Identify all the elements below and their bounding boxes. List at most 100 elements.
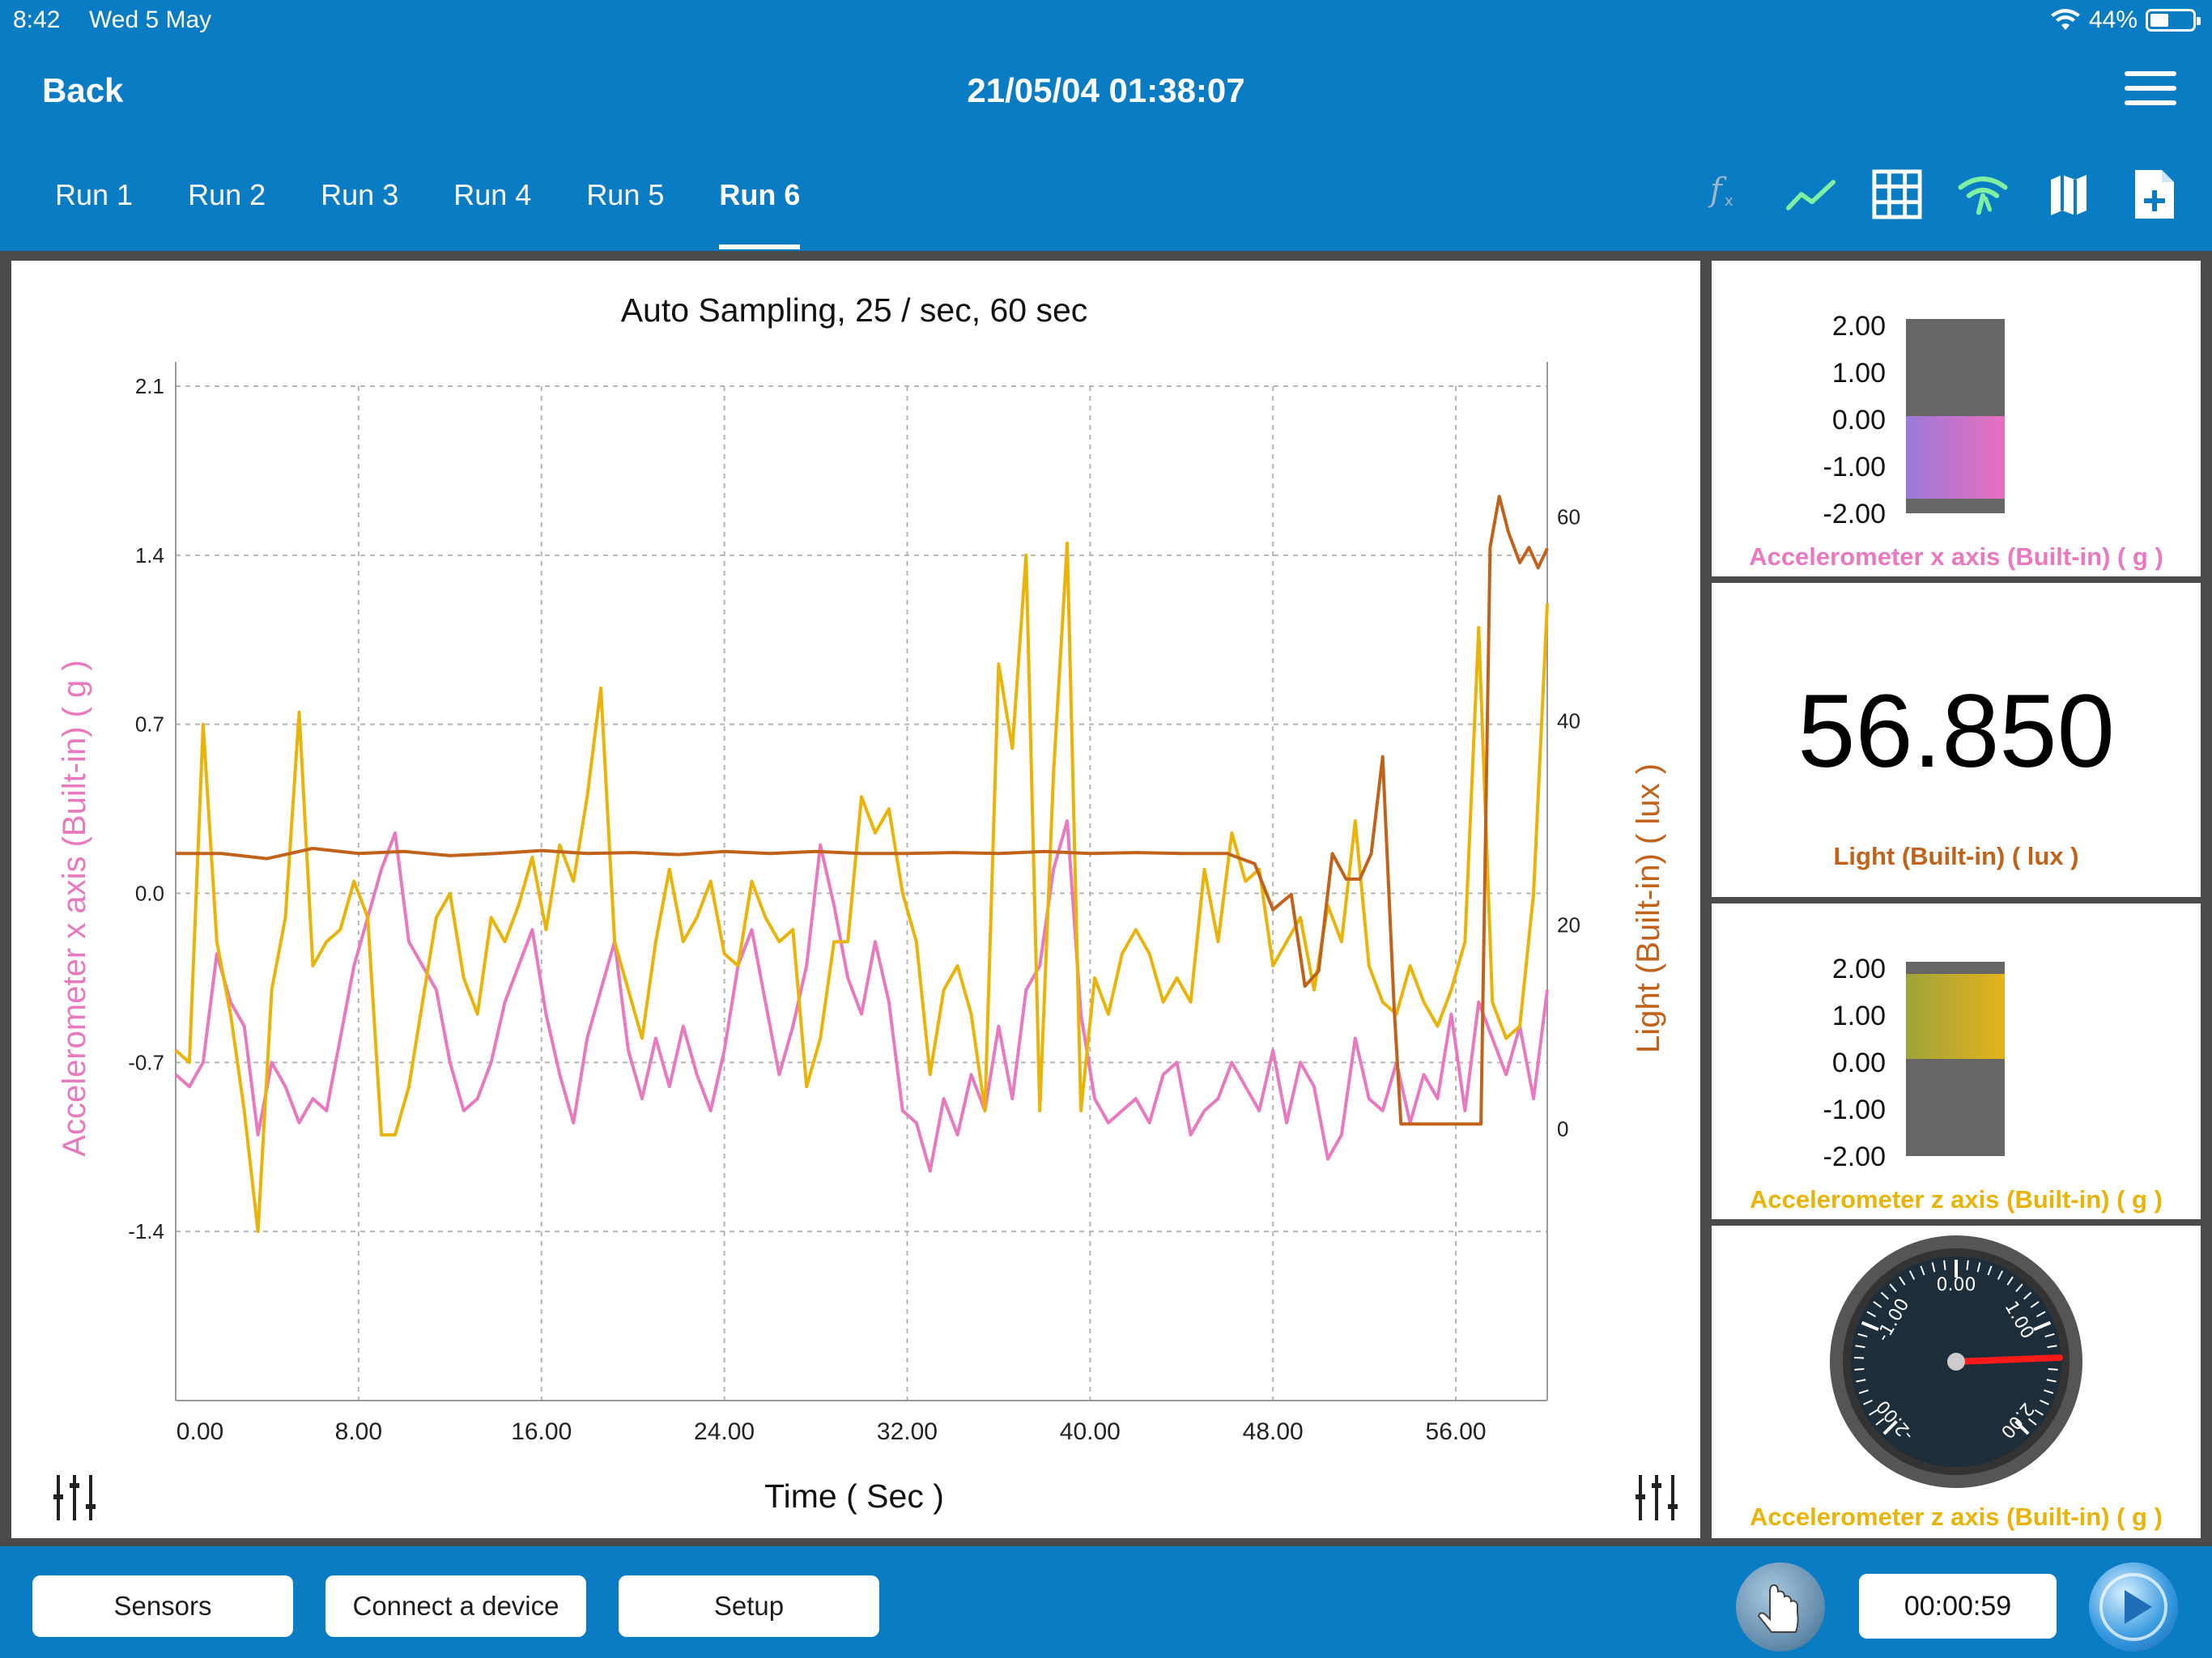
accel-z-bar-meter[interactable]: 2.00 1.00 0.00 -1.00 -2.00 Accelerometer… (1712, 903, 2201, 1219)
chart-grid (176, 385, 1547, 1401)
bar-x-tick-1: 1.00 (1832, 358, 1886, 389)
y-right-tick-label: 40 (1557, 708, 1580, 733)
connect-device-button[interactable]: Connect a device (325, 1575, 586, 1637)
x-tick-label: 16.00 (511, 1418, 572, 1445)
line-chart[interactable]: Auto Sampling, 25 / sec, 60 sec 0.00 8.00… (11, 261, 1700, 1538)
back-button[interactable]: Back (42, 71, 124, 109)
gauge-tick (2030, 1301, 2040, 1308)
elapsed-timer: 00:00:59 (1859, 1574, 2057, 1639)
bar-x-tick-4: -2.00 (1823, 499, 1887, 529)
sensors-button[interactable]: Sensors (32, 1575, 293, 1637)
chart-axes (175, 362, 1548, 1401)
gauge-tick (1873, 1301, 1882, 1308)
accel-z-gauge-graphic: 0.00 -1.00 1.00 -2.00 2.00 Accelerometer… (1750, 1235, 2163, 1531)
gauge-tick (1857, 1333, 1868, 1338)
main-area: Auto Sampling, 25 / sec, 60 sec 0.00 8.00… (0, 251, 2212, 1546)
table-grid-icon[interactable] (1872, 168, 1922, 220)
gauge-tick (1908, 1270, 1916, 1280)
x-tick-label: 56.00 (1426, 1418, 1487, 1445)
bar-x-tick-3: -1.00 (1823, 452, 1887, 483)
tab-run-3[interactable]: Run 3 (321, 178, 399, 211)
gauge-tick (2044, 1389, 2054, 1394)
tab-run-5[interactable]: Run 5 (586, 178, 665, 211)
y-right-tick-label: 20 (1557, 913, 1580, 937)
gauge-tick (1856, 1379, 1866, 1383)
line-graph-icon[interactable] (1786, 168, 1836, 220)
manual-sample-button[interactable] (1736, 1562, 1825, 1652)
y-left-tick-label: 1.4 (135, 543, 164, 568)
status-bar: 8:42 Wed 5 May 44% (0, 0, 2212, 40)
x-tick-label: 40.00 (1060, 1418, 1121, 1445)
gauge-tick (1866, 1311, 1877, 1318)
play-button[interactable] (2089, 1562, 2178, 1652)
y-right-tick-label: 0 (1557, 1117, 1568, 1141)
gauge-tick (1882, 1420, 1898, 1435)
y-left-tick-label: -1.4 (128, 1219, 164, 1244)
gauge-tick (1855, 1345, 1865, 1349)
y-right-tick-label: 60 (1557, 504, 1580, 529)
tab-run-1[interactable]: Run 1 (55, 178, 134, 211)
bar-z-tick-2: 0.00 (1832, 1048, 1886, 1078)
light-digital-meter[interactable]: 56.850 Light (Built-in) ( lux ) (1712, 583, 2201, 897)
gauge-tick (1997, 1270, 2004, 1280)
accel-z-bar-fill (1906, 974, 2005, 1059)
tab-run-2[interactable]: Run 2 (188, 178, 266, 211)
accel-z-gauge-meter[interactable]: 0.00 -1.00 1.00 -2.00 2.00 Accelerometer… (1712, 1226, 2201, 1538)
wifi-icon (2050, 9, 2080, 30)
right-axis-settings-icon[interactable] (1636, 1475, 1678, 1520)
map-icon[interactable] (2044, 168, 2094, 220)
hand-tap-icon (1757, 1584, 1799, 1633)
bar-x-tick-2: 0.00 (1832, 405, 1886, 436)
accel-x-bar-graphic: 2.00 1.00 0.00 -1.00 -2.00 Accelerometer… (1749, 311, 2163, 571)
gauge-tick (2040, 1399, 2049, 1405)
gauge-tick (1863, 1399, 1873, 1405)
new-file-icon[interactable] (2129, 168, 2180, 220)
gauge-needle (1953, 1354, 2063, 1365)
y-left-tick-label: 0.0 (135, 882, 164, 906)
wireless-icon[interactable] (1958, 168, 2008, 220)
gauge-tick (1858, 1389, 1869, 1394)
gauge-tick (2034, 1409, 2044, 1416)
gauge-tick (1920, 1265, 1925, 1276)
gauge-tick (1943, 1260, 1946, 1270)
menu-icon[interactable] (2125, 71, 2176, 110)
tab-run-6[interactable]: Run 6 (691, 162, 827, 249)
gauge-tick (2048, 1367, 2058, 1371)
gauge-tick (2006, 1276, 2014, 1286)
left-axis-settings-icon[interactable] (53, 1475, 96, 1520)
accel-z-bar-graphic: 2.00 1.00 0.00 -1.00 -2.00 Accelerometer… (1750, 954, 2163, 1214)
accel-x-bar-fill (1906, 416, 2005, 499)
battery-icon (2146, 9, 2201, 32)
gauge-tick (1987, 1265, 1993, 1276)
x-tick-label: 8.00 (335, 1418, 382, 1445)
gauge-tick (1869, 1409, 1878, 1416)
chart-ylabel-left: Accelerometer x axis (Built-in) ( g ) (57, 660, 92, 1156)
x-tick-label: 24.00 (694, 1418, 755, 1445)
accel-x-series-line (174, 819, 1549, 1173)
status-time: 8:42 (13, 6, 61, 33)
light-value: 56.850 (1797, 674, 2115, 789)
gauge-tick (2047, 1345, 2057, 1349)
status-date: Wed 5 May (89, 6, 212, 33)
setup-button[interactable]: Setup (619, 1575, 879, 1637)
chart-ylabel-right: Light (Built-in) ( lux ) (1631, 763, 1666, 1053)
nav-bar: Back 21/05/04 01:38:07 (0, 49, 2212, 138)
gauge-tick (1976, 1262, 1981, 1273)
bar-z-tick-0: 2.00 (1832, 954, 1886, 984)
bottom-bar: Sensors Connect a device Setup 00:00:59 (0, 1546, 2212, 1658)
battery-percent: 44% (2088, 6, 2138, 33)
bar-x-tick-0: 2.00 (1832, 311, 1886, 342)
chart-panel: Auto Sampling, 25 / sec, 60 sec 0.00 8.00… (11, 261, 1700, 1538)
gauge-tick (2033, 1320, 2052, 1332)
gauge-tick (1854, 1367, 1865, 1371)
gauge-tick (2023, 1291, 2032, 1300)
accel-x-bar-meter[interactable]: 2.00 1.00 0.00 -1.00 -2.00 Accelerometer… (1712, 261, 2201, 576)
x-tick-label: 48.00 (1243, 1418, 1304, 1445)
tab-run-4[interactable]: Run 4 (453, 178, 532, 211)
gauge-tick (1889, 1283, 1897, 1292)
accel-x-bar-label: Accelerometer x axis (Built-in) ( g ) (1749, 542, 2163, 571)
light-label: Light (Built-in) ( lux ) (1833, 842, 2079, 870)
gauge-tick (2015, 1283, 2023, 1292)
